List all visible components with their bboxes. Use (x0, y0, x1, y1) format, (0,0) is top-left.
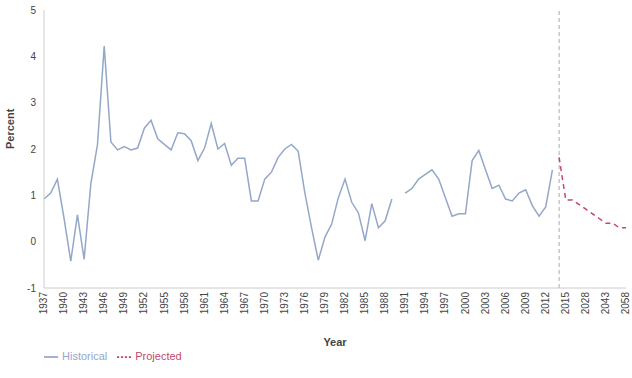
svg-text:1985: 1985 (359, 292, 370, 315)
svg-text:2012: 2012 (540, 292, 551, 315)
svg-text:1943: 1943 (78, 292, 89, 315)
svg-text:1964: 1964 (219, 292, 230, 315)
svg-text:Percent: Percent (8, 108, 16, 149)
svg-text:4: 4 (30, 51, 36, 62)
svg-text:1955: 1955 (159, 292, 170, 315)
svg-text:Year: Year (323, 336, 347, 348)
svg-text:1958: 1958 (179, 292, 190, 315)
svg-text:2015: 2015 (560, 292, 571, 315)
svg-text:1979: 1979 (319, 292, 330, 315)
svg-text:1982: 1982 (339, 292, 350, 315)
svg-text:1961: 1961 (199, 292, 210, 315)
svg-text:2043: 2043 (600, 292, 611, 315)
svg-text:1988: 1988 (379, 292, 390, 315)
svg-text:2058: 2058 (620, 292, 624, 315)
svg-text:1997: 1997 (439, 292, 450, 315)
svg-text:1937: 1937 (38, 292, 49, 315)
svg-text:2006: 2006 (500, 292, 511, 315)
svg-text:1946: 1946 (98, 292, 109, 315)
svg-text:1952: 1952 (138, 292, 149, 315)
svg-text:1: 1 (30, 190, 36, 201)
svg-text:1949: 1949 (118, 292, 129, 315)
html-text:Projected: Projected (135, 350, 182, 362)
svg-text:3: 3 (30, 97, 36, 108)
svg-text:0: 0 (30, 236, 36, 247)
svg-text:2028: 2028 (580, 292, 591, 315)
svg-text:2: 2 (30, 144, 36, 155)
svg-text:2009: 2009 (520, 292, 531, 315)
svg-text:1967: 1967 (239, 292, 250, 315)
svg-text:2000: 2000 (460, 292, 471, 315)
svg-text:1976: 1976 (299, 292, 310, 315)
svg-text:1940: 1940 (58, 292, 69, 315)
svg-text:1970: 1970 (259, 292, 270, 315)
svg-text:1991: 1991 (399, 292, 410, 315)
svg-text:1973: 1973 (279, 292, 290, 315)
svg-text:-1: -1 (27, 283, 36, 294)
svg-text:5: 5 (30, 5, 36, 16)
svg-text:2003: 2003 (480, 292, 491, 315)
html-text:Historical: Historical (62, 350, 108, 362)
svg-text:1994: 1994 (419, 292, 430, 315)
